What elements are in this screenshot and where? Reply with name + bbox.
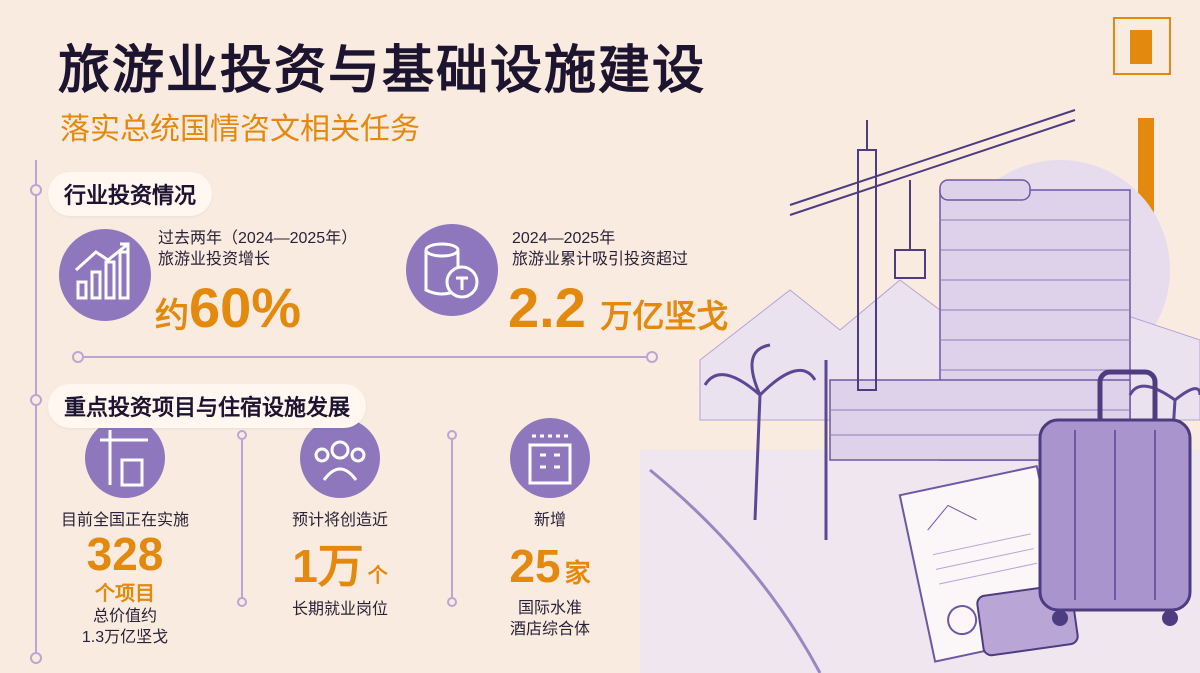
item-value: 328 (86, 528, 164, 580)
stat-label: 旅游业累计吸引投资超过 (512, 251, 689, 268)
item-value: 1万 (292, 540, 364, 592)
subtitle: 落实总统国情咨文相关任务 (60, 113, 420, 146)
stat-prefix: 约 (155, 297, 189, 335)
title: 旅游业投资与基础设施建设 (58, 42, 707, 100)
stat: 约60% (155, 280, 301, 337)
section-heading: 行业投资情况 (48, 172, 213, 216)
stat-label: 2024—2025年 (512, 230, 616, 247)
stat: 2.2 万亿坚戈 (508, 280, 728, 337)
stat-unit: 万亿坚戈 (600, 298, 729, 334)
stat-label: 旅游业投资增长 (158, 251, 271, 268)
item-unit: 个项目 (95, 583, 155, 605)
item-label: 目前全国正在实施 (60, 512, 189, 529)
stat-value: 60% (189, 276, 302, 339)
item: 预计将创造近 1万个 长期就业岗位 (250, 510, 430, 620)
item-note: 总价值约 (92, 608, 157, 625)
item-note: 长期就业岗位 (291, 601, 388, 618)
item-label: 预计将创造近 (291, 512, 388, 529)
stat-value: 2.2 (508, 276, 586, 339)
section-heading: 重点投资项目与住宿设施发展 (48, 384, 367, 428)
item-note: 国际水准 (517, 600, 582, 617)
item-note: 1.3万亿坚戈 (81, 629, 169, 646)
item-unit: 家 (564, 558, 591, 588)
stat-label: 过去两年（2024—2025年） (158, 230, 358, 247)
item: 新增 25 家 国际水准 酒店综合体 (460, 510, 640, 640)
item-label: 新增 (533, 512, 566, 529)
item-value: 25 (509, 540, 561, 592)
item-note: 酒店综合体 (509, 621, 590, 638)
item-unit: 个 (367, 565, 388, 587)
item: 目前全国正在实施 328 个项目 总价值约 1.3万亿坚戈 (30, 510, 220, 648)
